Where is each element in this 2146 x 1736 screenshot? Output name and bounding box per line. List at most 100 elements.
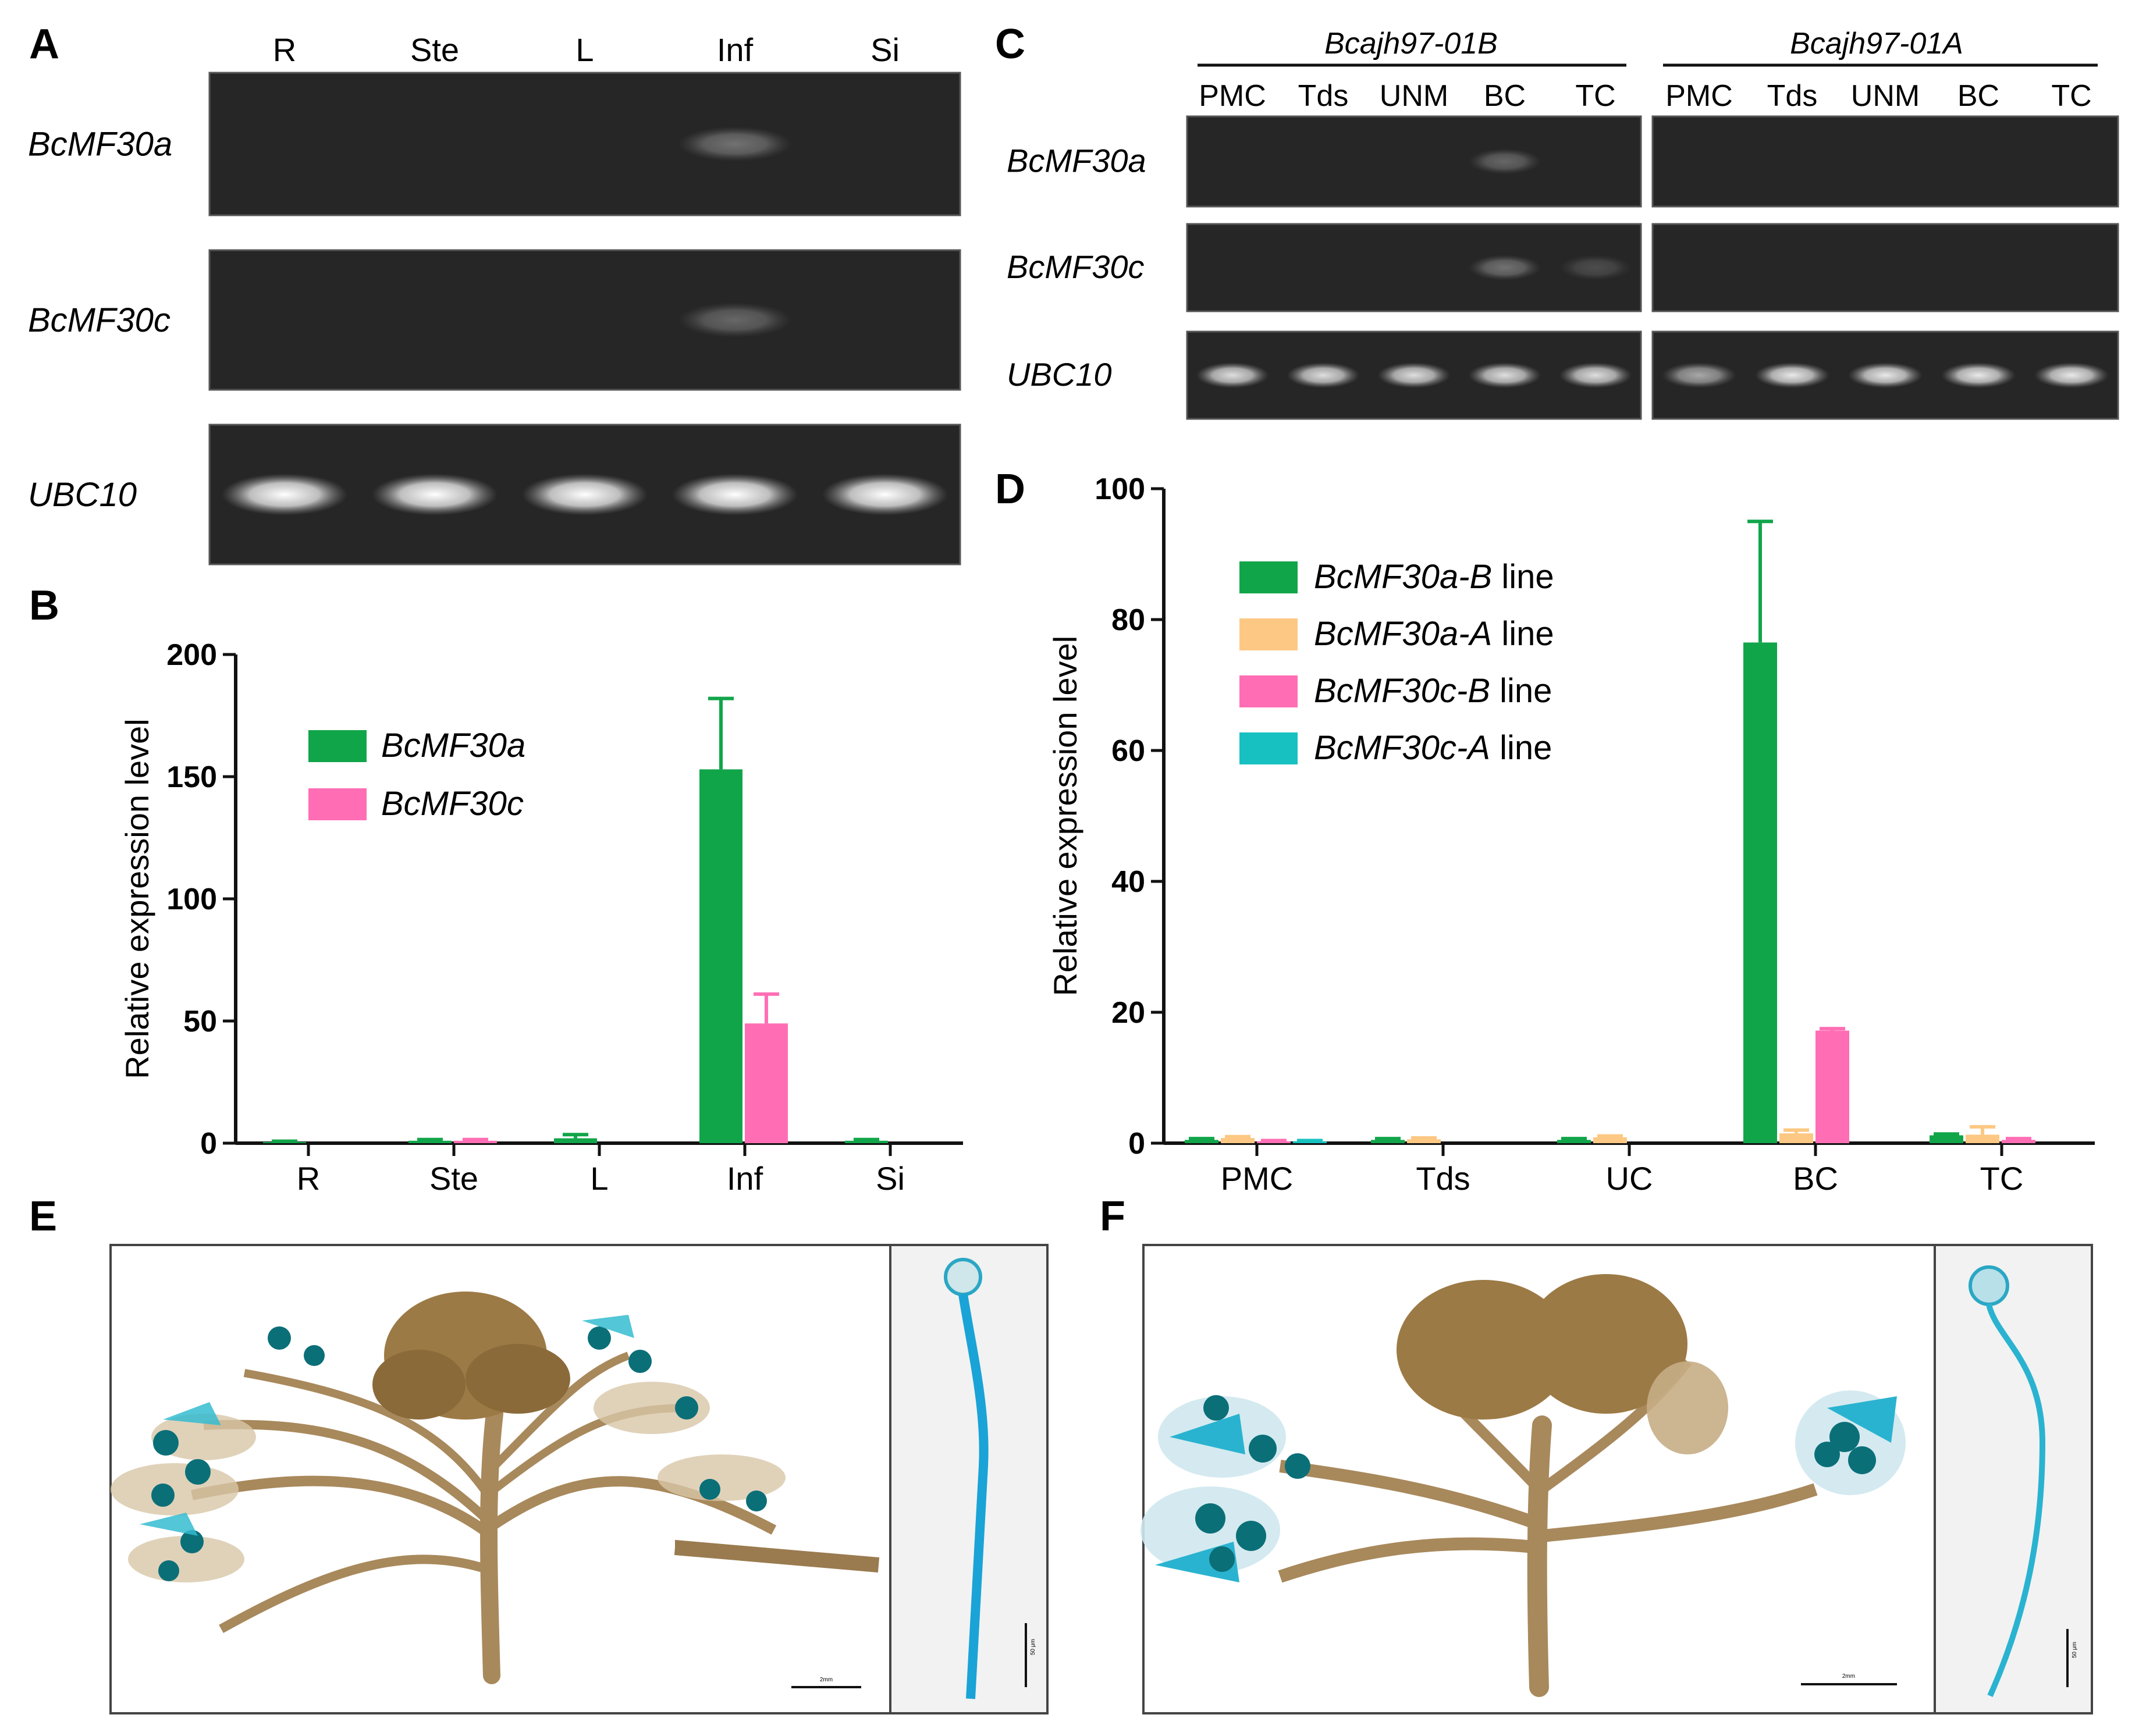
gel-c-lane-label: TC (1575, 79, 1615, 113)
gel-a-row-label: BcMF30c (28, 301, 170, 339)
panel-b: B 0 50 100 150 200 Relative expression level R… (29, 582, 963, 1197)
gel-a-row-frame (208, 72, 961, 216)
gel-c-lane-label: TC (2051, 79, 2091, 113)
y-tick-label: 150 (166, 760, 217, 794)
x-tick-label: L (590, 1160, 608, 1197)
legend-label: BcMF30c-B line (1314, 672, 1552, 710)
bar (1930, 1135, 1963, 1143)
panel-d: D 0 20 40 60 80 100 Relative expression level P… (995, 466, 2095, 1197)
gel-a-row-frame (208, 249, 961, 391)
gel-c-row-label: BcMF30a (1007, 143, 1146, 179)
gel-a-row-label: BcMF30a (28, 126, 172, 163)
bar (1593, 1137, 1627, 1143)
panel-letter-e: E (29, 1193, 57, 1240)
panel-letter-b: B (29, 582, 59, 629)
y-tick-label: 0 (200, 1127, 217, 1161)
y-tick-label: 100 (166, 883, 217, 916)
gel-a-lane-label: R (273, 31, 296, 68)
gel-c-lane-label: BC (1484, 79, 1526, 113)
y-tick-label: 200 (166, 638, 217, 672)
x-tick-label: Si (876, 1160, 905, 1197)
gel-a-band (822, 474, 948, 515)
legend-label: BcMF30a-A line (1314, 615, 1554, 653)
gel-c-band (1287, 362, 1360, 388)
legend-label: BcMF30a-B line (1314, 558, 1554, 596)
y-tick-label: 0 (1128, 1127, 1145, 1161)
gel-a-row-label: UBC10 (28, 476, 137, 514)
gel-c-lane-label: UNM (1380, 79, 1448, 113)
gel-a-rows: BcMF30a BcMF30c UBC10 (28, 72, 961, 565)
y-tick-label: 60 (1111, 734, 1145, 768)
x-tick-label: UC (1606, 1160, 1653, 1197)
bar (2002, 1140, 2035, 1143)
x-tick-label: Ste (429, 1160, 478, 1197)
gel-a-band (221, 474, 348, 515)
gel-c-band (1848, 362, 1923, 388)
scale-bar-label-e-side: 50 μm (1030, 1639, 1036, 1655)
gel-c-band (1559, 362, 1632, 388)
bar (1221, 1138, 1255, 1143)
panel-letter-c: C (995, 21, 1025, 67)
gel-c-lane-labels: PMC Tds UNM BC TC PMC Tds UNM BC TC (1199, 79, 2091, 113)
gel-c-band (1196, 362, 1269, 388)
y-axis-label: Relative expression level (1047, 636, 1083, 996)
gel-c-lane-label: Tds (1298, 79, 1349, 113)
panel-c: C Bcajh97-01B Bcajh97-01A PMC Tds UNM BC TC P… (995, 21, 2119, 420)
x-tick-label: Inf (727, 1160, 763, 1197)
bar (699, 769, 742, 1143)
legend-label: BcMF30c (381, 785, 524, 823)
bar (1966, 1134, 1999, 1143)
gel-a-lane-label: Inf (717, 31, 754, 68)
group-label-a-line: Bcajh97-01A (1790, 27, 1963, 61)
gel-c-rows: BcMF30a BcMF30c UBC10 (1007, 115, 2119, 420)
gel-c-lane-label: PMC (1199, 79, 1266, 113)
bar (1557, 1140, 1591, 1143)
inflorescence-drawing-f (1140, 1274, 1906, 1697)
gel-c-row-label: UBC10 (1007, 356, 1112, 393)
legend-swatch (1239, 618, 1298, 650)
gel-c-band (1755, 362, 1829, 388)
bar (1815, 1030, 1849, 1143)
y-tick-label: 20 (1111, 996, 1145, 1030)
gel-c-band (1377, 362, 1451, 388)
gel-c-band (1559, 255, 1632, 280)
bar (745, 1023, 788, 1143)
gel-c-row-frame (1651, 223, 2119, 312)
gel-a-band (671, 474, 798, 515)
gel-c-lane-label: PMC (1665, 79, 1733, 113)
legend-label: BcMF30c-A line (1314, 729, 1552, 767)
panel-letter-f: F (1100, 1193, 1125, 1240)
chart-b: 0 50 100 150 200 Relative expression level R St… (119, 638, 963, 1197)
gel-c-band (2034, 362, 2109, 388)
gel-a-band (371, 474, 498, 515)
gel-a-lane-label: Ste (410, 31, 459, 68)
panel-a: A R Ste L Inf Si BcMF30a BcMF30c UBC10 (28, 21, 961, 565)
legend-label: BcMF30a (381, 727, 525, 764)
bar (1743, 642, 1777, 1143)
bar (1371, 1140, 1405, 1143)
y-tick-label: 40 (1111, 865, 1145, 899)
inflorescence-drawing-e (111, 1292, 880, 1684)
pollen-tube-drawing-f (1969, 1265, 2046, 1698)
scale-bar-label-f-side: 50 μm (2072, 1642, 2078, 1658)
y-tick-label: 50 (183, 1005, 217, 1038)
group-label-b-line: Bcajh97-01B (1324, 27, 1498, 61)
legend-swatch (1239, 675, 1298, 707)
gel-a-lane-label: Si (871, 31, 900, 68)
gel-c-row-frame (1186, 115, 1642, 208)
bar (1185, 1140, 1218, 1143)
legend-swatch (1239, 732, 1298, 764)
bar (408, 1140, 452, 1143)
bar (454, 1140, 497, 1143)
bar (1779, 1133, 1813, 1143)
gel-c-band (1941, 362, 2016, 388)
y-axis-label: Relative expression level (119, 718, 155, 1079)
x-tick-label: Tds (1416, 1160, 1470, 1197)
bar (554, 1138, 597, 1143)
legend-swatch (1239, 561, 1298, 593)
legend-swatch (308, 730, 367, 762)
gel-c-lane-label: UNM (1851, 79, 1920, 113)
gel-a-band (521, 474, 648, 515)
x-tick-label: TC (1980, 1160, 2024, 1197)
